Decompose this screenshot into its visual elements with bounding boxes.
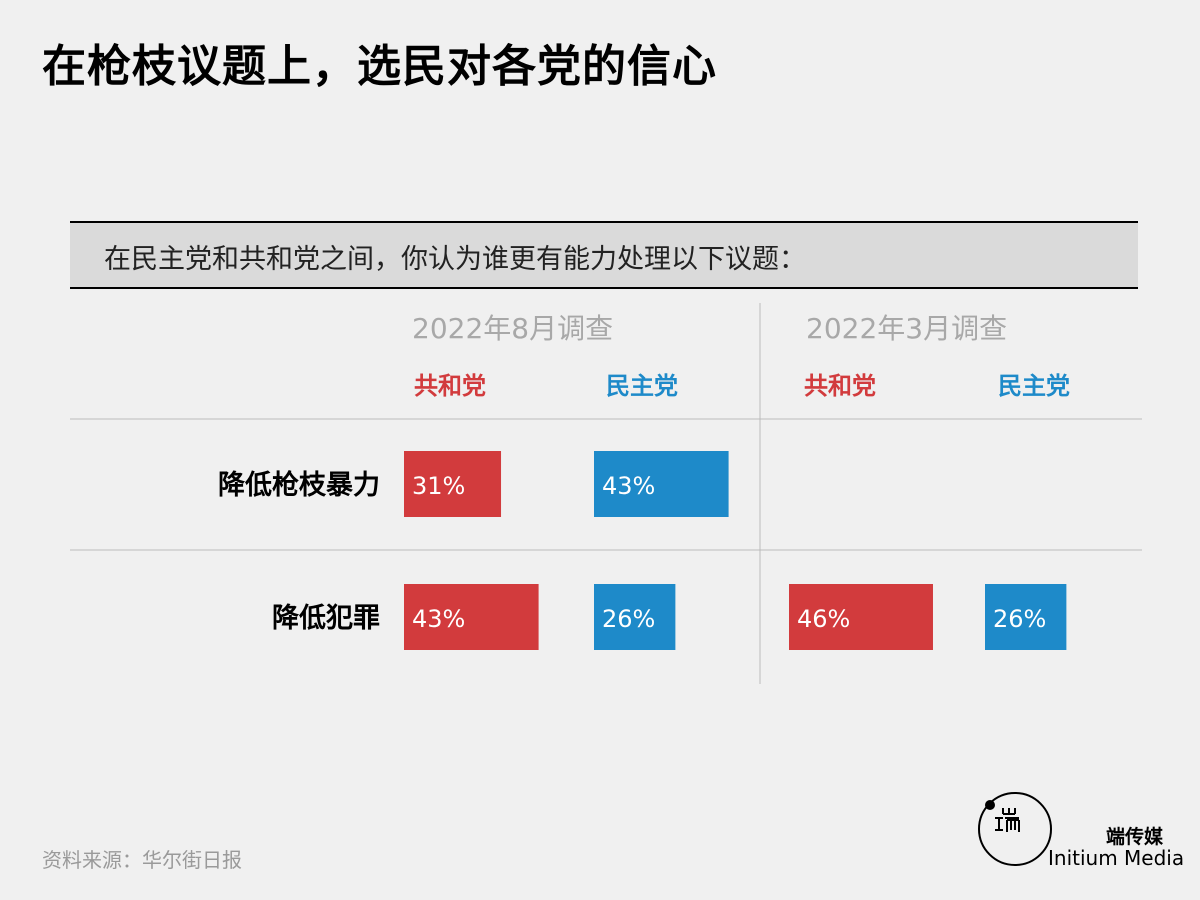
- bar: [789, 584, 933, 650]
- legend-label: 共和党: [414, 372, 486, 400]
- legend-label: 民主党: [998, 372, 1070, 400]
- survey-title: 2022年3月调查: [806, 312, 1007, 345]
- brand-name-cn: 端传媒: [1106, 826, 1164, 848]
- brand-logo-circle: [978, 792, 1052, 866]
- question-text: 在民主党和共和党之间，你认为谁更有能力处理以下议题：: [104, 244, 806, 275]
- bar: [404, 584, 539, 650]
- bar: [594, 451, 729, 517]
- chart-title: 在枪枝议题上，选民对各党的信心: [42, 41, 717, 92]
- source-note: 资料来源：华尔街日报: [42, 848, 242, 872]
- bar-value-label: 26%: [993, 605, 1046, 633]
- bar-value-label: 46%: [797, 605, 850, 633]
- category-label: 降低犯罪: [272, 603, 380, 634]
- bar: [985, 584, 1067, 650]
- question-banner: 在民主党和共和党之间，你认为谁更有能力处理以下议题：: [70, 221, 1138, 289]
- category-label: 降低枪枝暴力: [218, 469, 380, 501]
- bar-value-label: 43%: [602, 472, 655, 500]
- legend-label: 共和党: [804, 372, 876, 400]
- brand-name-en: Initium Media: [1048, 846, 1185, 870]
- bar-value-label: 31%: [412, 472, 465, 500]
- brand-logo-dot: [985, 800, 995, 810]
- bar-value-label: 43%: [412, 605, 465, 633]
- legend-label: 民主党: [606, 372, 678, 400]
- bar: [404, 451, 502, 517]
- bar-value-label: 26%: [602, 605, 655, 633]
- bar: [594, 584, 676, 650]
- initium-logo-icon: [995, 808, 1020, 832]
- survey-title: 2022年8月调查: [412, 312, 613, 345]
